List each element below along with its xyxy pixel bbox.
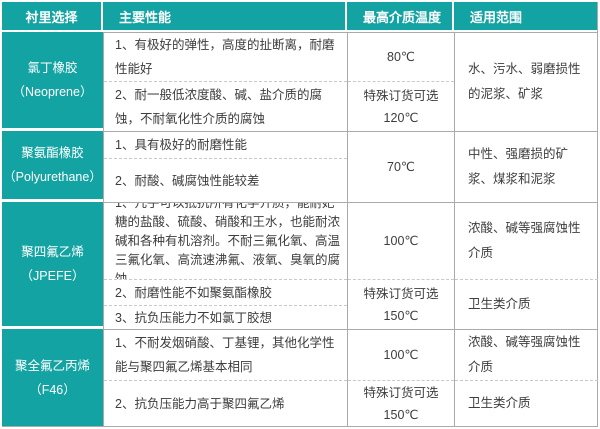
range-column: 浓酸、碱等强腐蚀性介质 卫生类介质 xyxy=(454,330,598,426)
lining-name: 氯丁橡胶 xyxy=(27,61,78,75)
temperature-cell: 70℃ xyxy=(387,160,415,174)
lining-name-en: （Neoprene） xyxy=(12,85,93,99)
temperature-cell: 特殊订货可选 150℃ xyxy=(348,380,454,426)
header-range: 适用范围 xyxy=(470,9,523,25)
performance-item: 2、耐酸、碱腐蚀性能较差 xyxy=(104,158,347,202)
range-column: 水、污水、弱磨损性的泥浆、矿浆 xyxy=(454,33,598,131)
performance-item: 2、抗负压能力高于聚四氟乙烯 xyxy=(104,380,347,426)
performance-item: 3、抗负压能力不如氯丁胶想 xyxy=(104,305,347,329)
performance-column: 1、几乎可以抵抗所有化学介质，能耐妃糖的盐酸、硫酸、硝酸和王水，也能耐浓碱和各种… xyxy=(103,203,347,329)
lining-cell: 聚四氟乙烯 （JPEFE） xyxy=(2,202,103,329)
range-cell: 浓酸、碱等强腐蚀性介质 xyxy=(468,335,581,374)
header-performance: 主要性能 xyxy=(103,2,347,30)
lining-name-en: （F46） xyxy=(29,382,76,397)
lining-cell: 聚氨酯橡胶 （Polyurethane） xyxy=(2,131,103,202)
header-lining: 衬里选择 xyxy=(2,2,103,30)
lining-name-en: （Polyurethane） xyxy=(3,170,102,184)
performance-column: 1、有极好的弹性，高度的扯断离，耐磨性能好 2、耐一般低浓度酸、碱、盐介质的腐蚀… xyxy=(103,33,347,131)
lining-name: 聚全氟乙丙烯 xyxy=(14,358,90,373)
temperature-cell: 特殊订货可选 120℃ xyxy=(348,81,454,131)
performance-item: 1、几乎可以抵抗所有化学介质，能耐妃糖的盐酸、硫酸、硝酸和王水，也能耐浓碱和各种… xyxy=(115,203,341,279)
range-cell: 卫生类介质 xyxy=(455,380,598,426)
performance-item: 1、有极好的弹性，高度的扯断离，耐磨性能好 xyxy=(115,38,335,76)
table-row-neoprene: 氯丁橡胶 （Neoprene） 1、有极好的弹性，高度的扯断离，耐磨性能好 2、… xyxy=(2,32,598,131)
table-row-jpefe: 聚四氟乙烯 （JPEFE） 1、几乎可以抵抗所有化学介质，能耐妃糖的盐酸、硫酸、… xyxy=(2,202,598,329)
range-cell: 卫生类介质 xyxy=(455,279,598,329)
performance-column: 1、不耐发烟硝酸、丁基锂，其他化学性能与聚四氟乙烯基本相同 2、抗负压能力高于聚… xyxy=(103,330,347,426)
lining-cell: 聚全氟乙丙烯 （F46） xyxy=(2,329,103,426)
temperature-cell: 100℃ xyxy=(383,348,419,362)
temperature-column: 80℃ 特殊订货可选 120℃ xyxy=(347,33,454,131)
performance-item: 1、具有极好的耐磨性能 xyxy=(115,138,247,152)
lining-name-en: （JPEFE） xyxy=(20,269,85,283)
range-cell: 水、污水、弱磨损性的泥浆、矿浆 xyxy=(468,62,581,101)
temperature-cell: 100℃ xyxy=(383,234,419,248)
range-column: 中性、强磨损的矿浆、煤浆和泥浆 xyxy=(454,132,598,202)
range-column: 浓酸、碱等强腐蚀性介质 卫生类介质 xyxy=(454,203,598,329)
temperature-cell: 特殊订货可选 150℃ xyxy=(348,279,454,329)
performance-item: 2、耐磨性能不如聚氨酯橡胶 xyxy=(104,279,347,305)
temperature-column: 100℃ 特殊订货可选 150℃ xyxy=(347,203,454,329)
performance-column: 1、具有极好的耐磨性能 2、耐酸、碱腐蚀性能较差 xyxy=(103,132,347,202)
range-cell: 中性、强磨损的矿浆、煤浆和泥浆 xyxy=(468,147,569,186)
temperature-cell: 80℃ xyxy=(387,50,415,64)
table-row-f46: 聚全氟乙丙烯 （F46） 1、不耐发烟硝酸、丁基锂，其他化学性能与聚四氟乙烯基本… xyxy=(2,329,598,426)
temperature-column: 100℃ 特殊订货可选 150℃ xyxy=(347,330,454,426)
performance-item: 1、不耐发烟硝酸、丁基锂，其他化学性能与聚四氟乙烯基本相同 xyxy=(115,336,335,374)
range-cell: 浓酸、碱等强腐蚀性介质 xyxy=(468,221,581,260)
lining-cell: 氯丁橡胶 （Neoprene） xyxy=(2,32,103,131)
lining-name: 聚氨酯橡胶 xyxy=(21,146,84,160)
table-row-polyurethane: 聚氨酯橡胶 （Polyurethane） 1、具有极好的耐磨性能 2、耐酸、碱腐… xyxy=(2,131,598,202)
temperature-column: 70℃ xyxy=(347,132,454,202)
table-header-row: 衬里选择 主要性能 最高介质温度 适用范围 xyxy=(2,2,597,32)
header-temp: 最高介质温度 xyxy=(347,2,454,30)
lining-name: 聚四氟乙烯 xyxy=(21,245,84,259)
performance-item: 2、耐一般低浓度酸、碱、盐介质的腐蚀，不耐氧化性介质的腐蚀 xyxy=(104,81,347,131)
